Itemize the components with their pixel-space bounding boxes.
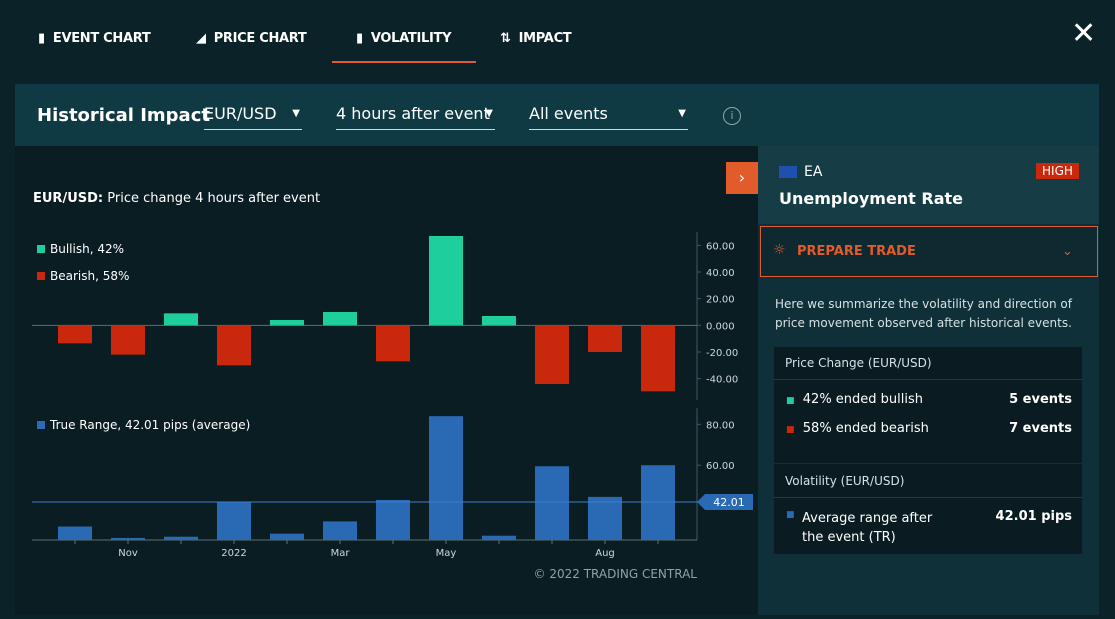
event-card [758, 146, 1099, 224]
bar [323, 521, 357, 540]
tab-label[interactable]: EVENT CHART [52, 31, 151, 46]
bar [535, 466, 569, 540]
row-label: 42% ended bullish [802, 392, 924, 407]
tab-label[interactable]: IMPACT [518, 31, 572, 46]
pair-select[interactable]: EUR/USD ▼ [204, 104, 302, 130]
bar [323, 312, 357, 326]
bar [164, 313, 198, 326]
flag-icon [779, 166, 797, 178]
info-icon[interactable]: i [723, 107, 741, 125]
average-label: 42.01 [713, 496, 745, 509]
header-bar [15, 84, 1099, 146]
bar [429, 236, 463, 326]
price-change-box: Price Change (EUR/USD) ■ 42% ended bulli… [774, 347, 1082, 463]
row-label: Average range after the event (TR) [802, 511, 933, 545]
x-tick-label: Mar [331, 548, 351, 559]
x-tick-label: May [436, 548, 457, 559]
bar [588, 325, 622, 352]
bar [641, 325, 675, 392]
summary: Here we summarize the volatility and dir… [775, 297, 1072, 330]
event-region: EA [804, 164, 823, 180]
y-tick-label: -20.00 [706, 348, 738, 359]
row-value: 42.01 pips [995, 509, 1072, 524]
bar [164, 536, 198, 540]
select-value[interactable]: All events [529, 104, 608, 123]
chart-title-pair: EUR/USD: [33, 191, 103, 206]
bar [588, 496, 622, 540]
tab[interactable]: ⇅ IMPACT [500, 31, 572, 46]
bar [376, 499, 410, 540]
legend-label: Bearish, 58% [50, 269, 129, 283]
x-tick-label: Aug [595, 548, 615, 559]
bar [217, 325, 251, 366]
bar [482, 535, 516, 540]
volatility-box: Volatility (EUR/USD) ■ Average range aft… [774, 464, 1082, 554]
x-tick-label: 2022 [221, 548, 246, 559]
legend-swatch [37, 272, 45, 280]
bar [270, 320, 304, 326]
y-tick-label: 60.00 [706, 461, 735, 472]
bar [535, 325, 569, 384]
collapse-icon[interactable]: › [739, 168, 745, 187]
y-tick-label: 40.00 [706, 268, 735, 279]
bar [111, 537, 145, 540]
bar [482, 316, 516, 326]
row-value: 7 events [1009, 421, 1072, 436]
bar [270, 533, 304, 540]
y-tick-label: 80.00 [706, 420, 735, 431]
select-value[interactable]: EUR/USD [204, 104, 277, 123]
tab-label[interactable]: VOLATILITY [370, 31, 452, 46]
chart-title: EUR/USD: Price change 4 hours after even… [33, 191, 320, 206]
tab[interactable]: ◢ PRICE CHART [196, 31, 307, 46]
select-value[interactable]: 4 hours after event [336, 104, 490, 123]
bar [641, 465, 675, 540]
window-select[interactable]: 4 hours after event ▼ [336, 104, 495, 130]
bar [111, 325, 145, 355]
y-tick-label: -40.00 [706, 375, 738, 386]
copyright: © 2022 TRADING CENTRAL [534, 567, 698, 581]
average-marker [697, 493, 753, 510]
row-value: 5 events [1009, 392, 1072, 407]
tab-label[interactable]: PRICE CHART [213, 31, 307, 46]
prepare-trade-label[interactable]: PREPARE TRADE [797, 244, 916, 259]
chevron[interactable]: ⌄ [1062, 244, 1073, 259]
legend-label: Bullish, 42% [50, 242, 124, 256]
bulb-icon: ☼ [773, 242, 786, 258]
legend-swatch [37, 421, 45, 429]
y-tick-label: 0.000 [706, 321, 735, 332]
box-title: Price Change (EUR/USD) [785, 356, 932, 370]
x-tick-label: Nov [118, 548, 138, 559]
chart-title-text: Price change 4 hours after event [107, 191, 320, 206]
bar [429, 416, 463, 540]
bar [217, 501, 251, 540]
box-title: Volatility (EUR/USD) [785, 474, 905, 488]
row-label: 58% ended bearish [802, 421, 929, 436]
bar [58, 526, 92, 540]
legend-label: True Range, 42.01 pips (average) [49, 418, 250, 432]
close-button[interactable]: ✕ [1071, 16, 1097, 51]
y-tick-label: 60.00 [706, 241, 735, 252]
chart-area: EUR/USD: Price change 4 hours after even… [15, 146, 758, 615]
impact-badge: HIGH [1036, 163, 1079, 179]
active-tab-indicator [332, 61, 476, 63]
tab[interactable]: ▮ EVENT CHART [38, 31, 151, 46]
prepare-trade[interactable] [760, 226, 1098, 277]
header-title: Historical Impact [37, 105, 210, 126]
collapse-button[interactable] [726, 162, 758, 194]
event-name: Unemployment Rate [779, 189, 964, 208]
legend-swatch [37, 245, 45, 253]
bar [376, 325, 410, 362]
filter-select[interactable]: All events ▼ [529, 104, 688, 130]
y-tick-label: 20.00 [706, 295, 735, 306]
tab[interactable]: ▮ VOLATILITY [356, 31, 452, 46]
bar [58, 325, 92, 344]
